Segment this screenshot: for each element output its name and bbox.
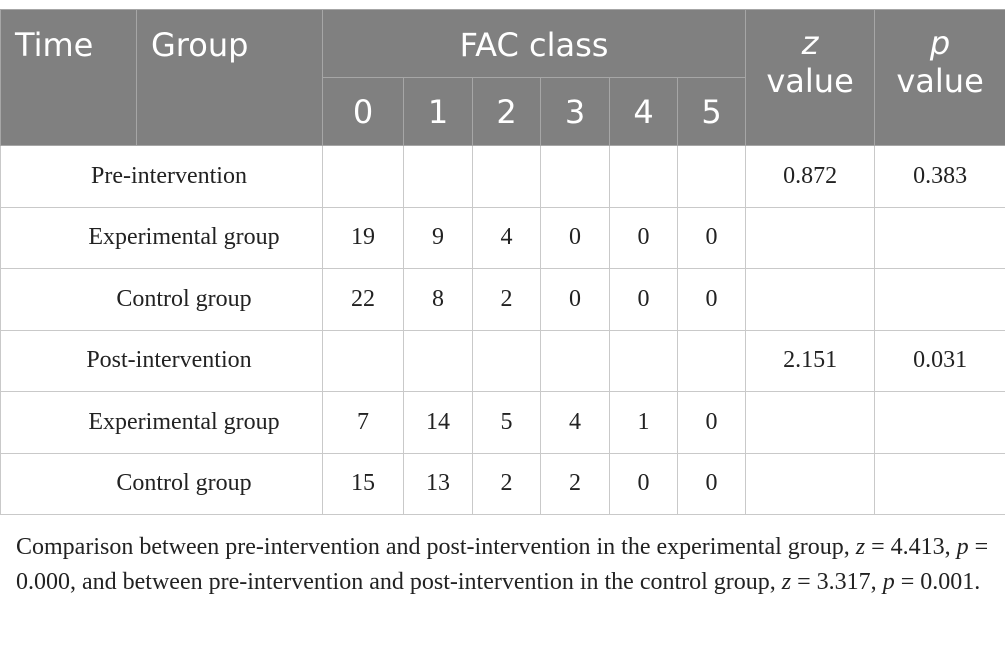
cell-z-value: 0.872 [745,145,876,208]
cell-class-2: 4 [472,206,541,269]
cell-class-4 [609,329,678,392]
cell-p-value [874,206,1005,269]
footnote-text: = 0.001. [894,569,981,595]
table-row: Pre-intervention 0.872 0.383 [0,145,1005,208]
z-value-word: value [766,62,854,100]
cell-class-5: 0 [676,391,747,454]
cell-z-value [745,452,876,515]
row-label: Control group [0,268,323,331]
cell-class-3: 4 [540,391,610,454]
footnote-text: = 3.317, [791,569,883,595]
cell-class-3: 0 [540,268,610,331]
header-class-4: 4 [609,77,678,146]
cell-z-value [745,206,876,269]
cell-p-value [874,452,1005,515]
cell-class-0: 7 [322,391,404,454]
cell-class-0: 19 [322,206,404,269]
header-fac-class: FAC class [321,9,747,78]
cell-class-2: 2 [472,268,541,331]
row-label: Experimental group [0,206,323,269]
cell-class-0 [322,329,404,392]
cell-class-2: 5 [472,391,541,454]
row-label: Post-intervention [0,329,323,392]
cell-z-value: 2.151 [745,329,876,392]
p-value-word: value [896,62,984,100]
cell-class-1: 8 [403,268,473,331]
cell-class-5: 0 [676,452,747,515]
p-symbol: p [929,24,951,62]
cell-z-value [745,391,876,454]
header-p-value: p value [874,9,1005,146]
cell-class-4: 0 [609,268,678,331]
cell-class-1: 14 [403,391,473,454]
header-class-row: 0 1 2 3 4 5 [1,77,1005,146]
cell-class-4 [609,145,678,208]
cell-p-value: 0.031 [874,329,1005,392]
cell-class-3 [540,145,610,208]
row-label: Pre-intervention [0,145,323,208]
header-class-5: 5 [676,77,747,146]
row-label: Control group [0,452,323,515]
cell-class-1 [403,329,473,392]
cell-class-4: 0 [609,206,678,269]
cell-class-5: 0 [676,268,747,331]
header-z-value: z value [745,9,876,146]
cell-class-2 [472,145,541,208]
cell-class-1 [403,145,473,208]
cell-class-4: 1 [609,391,678,454]
footnote-text: = 4.413, [865,534,957,560]
cell-class-1: 9 [403,206,473,269]
table-row: Control group 22 8 2 0 0 0 [0,268,1005,331]
header-class-3: 3 [540,77,610,146]
table-footnote: Comparison between pre-intervention and … [16,530,1001,600]
footnote-z-symbol: z [855,534,866,560]
cell-p-value [874,268,1005,331]
header-time: Time [0,9,137,146]
cell-class-3 [540,329,610,392]
cell-class-5 [676,145,747,208]
table-row: Post-intervention 2.151 0.031 [0,329,1005,392]
cell-class-2: 2 [472,452,541,515]
footnote-p-symbol: p [882,569,895,595]
footnote-z-symbol: z [781,569,792,595]
header-row: Time Group FAC class z value p value [0,9,1005,146]
cell-z-value [745,268,876,331]
cell-class-3: 0 [540,206,610,269]
fac-class-table: Time Group FAC class z value p value 0 1… [0,9,1005,515]
z-symbol: z [801,24,819,62]
header-class-1: 1 [403,77,473,146]
cell-p-value [874,391,1005,454]
cell-class-0 [322,145,404,208]
cell-class-4: 0 [609,452,678,515]
row-label: Experimental group [0,391,323,454]
cell-p-value: 0.383 [874,145,1005,208]
table-row: Control group 15 13 2 2 0 0 [0,452,1005,515]
footnote-p-symbol: p [956,534,969,560]
cell-class-2 [472,329,541,392]
table-row: Experimental group 7 14 5 4 1 0 [0,391,1005,454]
cell-class-0: 15 [322,452,404,515]
cell-class-0: 22 [322,268,404,331]
header-class-2: 2 [472,77,541,146]
cell-class-1: 13 [403,452,473,515]
cell-class-3: 2 [540,452,610,515]
cell-class-5: 0 [676,206,747,269]
cell-class-5 [676,329,747,392]
footnote-text: = 0.000, and between pre-intervention an… [16,534,989,595]
footnote-text: Comparison between pre-intervention and … [16,534,856,560]
header-group: Group [136,9,323,146]
header-class-0: 0 [322,77,404,146]
table-row: Experimental group 19 9 4 0 0 0 [0,206,1005,269]
